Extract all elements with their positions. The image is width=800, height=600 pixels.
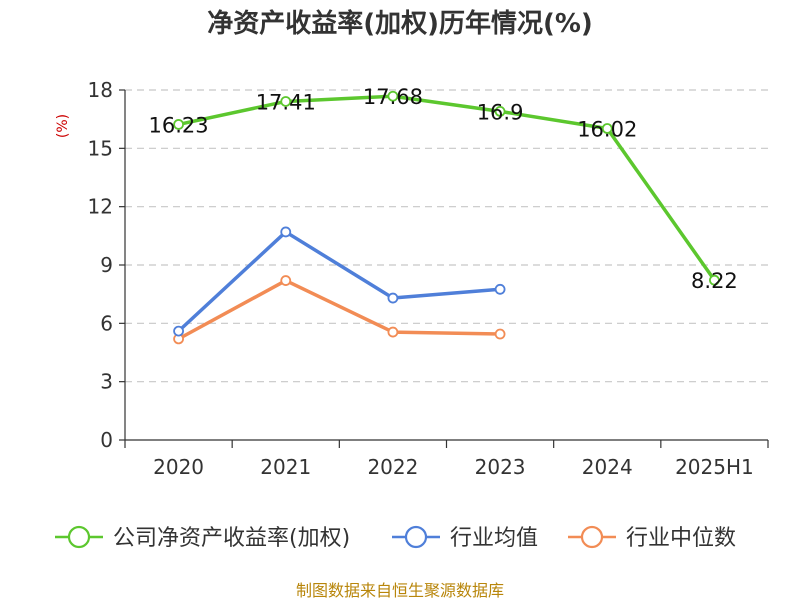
x-tick-label: 2020 xyxy=(153,455,204,479)
data-point xyxy=(173,325,184,337)
data-point xyxy=(494,105,506,117)
series-line xyxy=(178,94,716,282)
x-tick-label: 2021 xyxy=(260,455,311,479)
data-point xyxy=(387,326,399,338)
legend-label: 公司净资产收益率(加权) xyxy=(113,526,350,551)
data-label: 8.22 xyxy=(691,269,738,293)
x-tick-label: 2025H1 xyxy=(675,455,754,479)
legend-swatch-marker xyxy=(580,525,604,549)
legend: 公司净资产收益率(加权) 行业均值 行业中位数 xyxy=(55,525,736,551)
data-point xyxy=(280,96,292,107)
data-label: 16.23 xyxy=(149,113,209,137)
y-tick-label: 0 xyxy=(100,428,113,452)
data-point xyxy=(280,275,292,286)
data-label: 16.02 xyxy=(577,118,637,142)
data-point xyxy=(494,283,506,295)
y-tick-label: 3 xyxy=(100,370,113,394)
data-point xyxy=(494,328,506,340)
legend-swatch-marker xyxy=(67,525,91,549)
legend-swatch-marker xyxy=(404,525,428,549)
y-tick-label: 15 xyxy=(88,136,113,160)
data-point xyxy=(601,123,613,134)
series-group: 16.23 17.41 17.68 16.9 16.02 8.22 xyxy=(149,85,738,345)
chart-title: 净资产收益率(加权)历年情况(%) xyxy=(207,8,593,39)
data-label: 17.41 xyxy=(256,90,316,114)
x-tick-label: 2024 xyxy=(582,455,633,479)
data-point xyxy=(709,274,720,286)
axes: 0 3 6 9 12 15 18 2020 2021 2022 2023 2024 2025H1 xyxy=(88,78,769,479)
series-line xyxy=(177,278,501,341)
y-tick-label: 12 xyxy=(88,195,113,219)
y-tick-label: 18 xyxy=(88,78,113,102)
data-label: 17.68 xyxy=(363,85,423,109)
x-tick-label: 2023 xyxy=(475,455,526,479)
data-point xyxy=(387,90,399,102)
y-tick-label: 6 xyxy=(100,311,113,335)
legend-label: 行业中位数 xyxy=(626,526,736,551)
data-point xyxy=(387,292,399,304)
data-point xyxy=(280,226,292,238)
source-note: 制图数据来自恒生聚源数据库 xyxy=(296,581,504,600)
series-line xyxy=(177,230,501,333)
grid-lines xyxy=(125,89,768,383)
data-point xyxy=(173,119,184,130)
y-axis-label: (%) xyxy=(55,114,71,138)
legend-label: 行业均值 xyxy=(450,526,538,551)
y-tick-label: 9 xyxy=(100,253,113,277)
x-tick-label: 2022 xyxy=(367,455,418,479)
data-label: 16.9 xyxy=(477,100,524,124)
